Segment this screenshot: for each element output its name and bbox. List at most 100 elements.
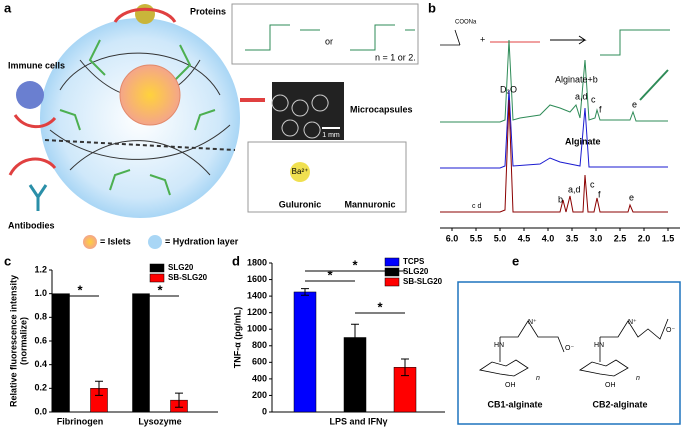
zwitterion-chains (59, 39, 216, 196)
panel-b: + COONa D₂O Alginate+b a,d c f e Alginat… (440, 20, 680, 243)
immune-cell-icon (16, 81, 44, 109)
label: n = 1 or 2. (375, 52, 416, 62)
x-tick-label: 5.5 (470, 233, 483, 243)
x-tick-label: 4.5 (518, 233, 531, 243)
bar (132, 293, 150, 413)
y-tick-label: 400 (252, 373, 267, 383)
label: c (590, 179, 595, 189)
label: Alginate+b (555, 74, 598, 84)
label: e (632, 99, 637, 109)
y-tick-label: 1400 (247, 290, 267, 300)
y-tick-label: 0.6 (34, 335, 47, 345)
label: e (629, 192, 634, 202)
spectrum (440, 39, 668, 123)
y-tick-label: 0.2 (34, 383, 47, 393)
x-ticks: 6.0 5.5 5.0 4.5 4.0 3.5 3.0 2.5 2.0 1.5 (446, 228, 675, 243)
significance-star: * (77, 282, 83, 297)
panel-label: d (232, 253, 240, 268)
islet (119, 64, 181, 126)
x-tick-label: 1.5 (662, 233, 675, 243)
significance-star: * (377, 299, 383, 314)
y-axis-title: Relative fluorescence intensity (8, 275, 18, 407)
legend-islet (83, 235, 97, 249)
atom: N⁺ (628, 319, 637, 326)
x-tick-label: 3.0 (590, 233, 603, 243)
charts: 0.0 0.2 0.4 0.6 0.8 1.0 1.2 Relative fluorescen… (8, 257, 445, 426)
y-tick-label: 0.4 (34, 359, 47, 369)
error-bar (175, 392, 183, 408)
alginate-structure (440, 29, 461, 46)
significance-star: * (327, 267, 333, 282)
x-axis-title: LPS and IFNγ (329, 416, 387, 426)
y-tick-label: 1000 (247, 324, 267, 334)
label: f (598, 189, 601, 199)
panel-a: Proteins Immune cells Antibodies = Islet… (8, 3, 419, 249)
label: Guluronic (279, 199, 322, 209)
significance-star: * (352, 257, 358, 272)
label: D₂O (500, 84, 517, 94)
zwitterion-structures (245, 24, 415, 51)
label: Mannuronic (345, 199, 396, 209)
atom: OH (505, 382, 516, 389)
y-tick-label: 1200 (247, 307, 267, 317)
legend-text: = Hydration layer (165, 236, 239, 246)
label: Immune cells (8, 60, 65, 70)
y-tick-label: 1600 (247, 274, 267, 284)
y-tick-label: 1800 (247, 257, 267, 267)
x-tick-label: 3.5 (566, 233, 579, 243)
legend-swatch (384, 267, 400, 277)
label: Alginate (565, 136, 601, 146)
x-tick-label: 5.0 (494, 233, 507, 243)
error-bar (401, 358, 409, 377)
label: Microcapsules (350, 104, 413, 114)
atom: OH (605, 382, 616, 389)
panel-label: e (512, 253, 519, 268)
y-tick-label: 200 (252, 390, 267, 400)
repel-arrow (8, 157, 57, 176)
y-tick-label: 1.2 (34, 264, 47, 274)
atom: HN (494, 342, 504, 349)
label: or (325, 36, 333, 46)
y-axis-title: TNF-α (pg/mL) (232, 307, 242, 369)
atom: n (636, 375, 640, 382)
error-bar (301, 288, 309, 296)
legend-label: TCPS (403, 257, 425, 266)
label: c (591, 94, 596, 104)
atom: HN (594, 342, 604, 349)
x-tick-label: 6.0 (446, 233, 459, 243)
structure-box (231, 3, 419, 65)
atom: n (536, 375, 540, 382)
bar (293, 291, 317, 413)
label: CB2-alginate (592, 399, 647, 409)
cb2-structure (578, 318, 669, 377)
y-axis-title: (normalize) (18, 317, 28, 365)
label: c d (472, 203, 481, 210)
cb1-structure (478, 320, 565, 377)
label: COONa (455, 20, 477, 26)
legend-label: SB-SLG20 (403, 277, 443, 286)
error-bar (95, 380, 103, 396)
repel-arrow (113, 7, 177, 23)
spectrum (440, 99, 668, 213)
atom: O⁻ (565, 345, 574, 352)
y-tick-label: 1.0 (34, 288, 47, 298)
label: a,d (568, 184, 581, 194)
significance-star: * (157, 282, 163, 297)
frame (457, 281, 681, 425)
label: + (480, 34, 485, 44)
legend-label: SB-SLG20 (168, 273, 208, 282)
panel-e: HN N⁺ O⁻ OH n HN N⁺ O⁻ OH n CB1-alginate… (457, 281, 681, 425)
ba-ion (290, 162, 310, 182)
legend-label: SLG20 (168, 263, 194, 272)
y-tick-label: 600 (252, 357, 267, 367)
protein-icon (135, 4, 155, 24)
scale-text: 1 mm (322, 132, 340, 139)
x-tick-label: 4.0 (542, 233, 555, 243)
legend-swatch (149, 263, 165, 273)
x-tick-label: 2.0 (638, 233, 651, 243)
error-bar (351, 323, 359, 352)
label: b (558, 194, 563, 204)
antibody-icon (28, 184, 48, 211)
legend-hydration (148, 235, 162, 249)
